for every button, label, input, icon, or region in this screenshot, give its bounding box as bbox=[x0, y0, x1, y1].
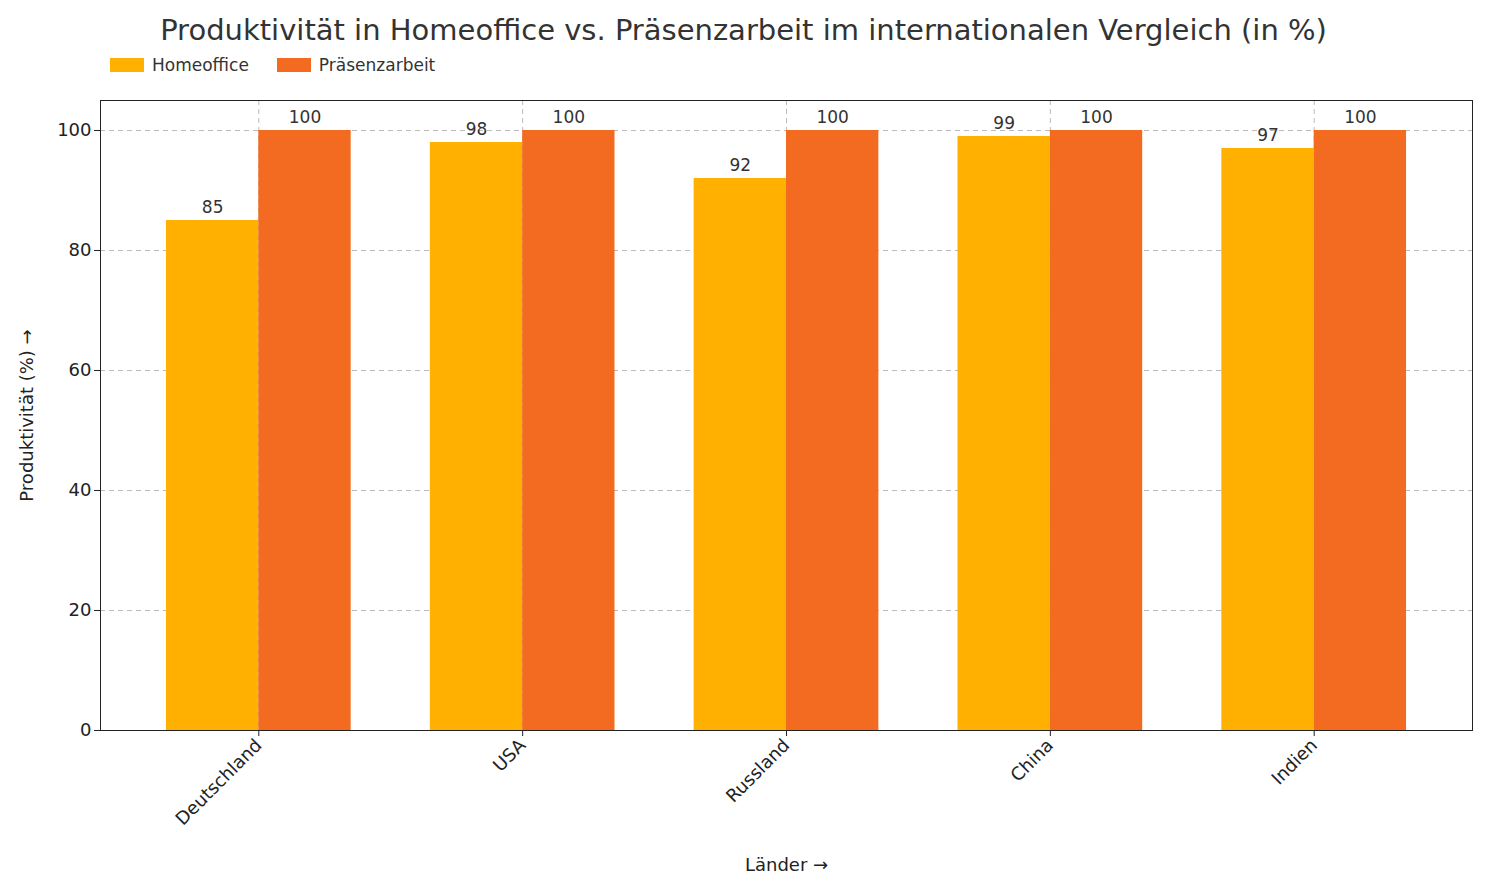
svg-text:40: 40 bbox=[69, 479, 92, 500]
svg-text:Russland: Russland bbox=[721, 734, 793, 806]
html-text:Produktivität in Homeoffice vs: Produktivität in Homeoffice vs. Präsenza… bbox=[160, 13, 1327, 47]
svg-text:85: 85 bbox=[202, 197, 224, 217]
html-text:Präsenzarbeit: Präsenzarbeit bbox=[318, 55, 436, 75]
svg-text:92: 92 bbox=[730, 155, 752, 175]
svg-text:Indien: Indien bbox=[1267, 734, 1321, 788]
svg-text:Deutschland: Deutschland bbox=[171, 734, 266, 829]
svg-text:100: 100 bbox=[816, 107, 848, 127]
svg-text:0: 0 bbox=[80, 719, 91, 740]
svg-text:80: 80 bbox=[69, 239, 92, 260]
svg-text:98: 98 bbox=[466, 119, 488, 139]
svg-text:20: 20 bbox=[69, 599, 92, 620]
svg-text:USA: USA bbox=[488, 734, 530, 776]
svg-text:100: 100 bbox=[1080, 107, 1112, 127]
html-text:Homeoffice: Homeoffice bbox=[152, 55, 249, 75]
svg-text:100: 100 bbox=[289, 107, 321, 127]
svg-text:97: 97 bbox=[1257, 125, 1279, 145]
svg-text:60: 60 bbox=[69, 359, 92, 380]
svg-text:100: 100 bbox=[57, 119, 91, 140]
svg-text:Produktivität (%) →: Produktivität (%) → bbox=[16, 329, 37, 501]
svg-text:100: 100 bbox=[1344, 107, 1376, 127]
svg-text:100: 100 bbox=[553, 107, 585, 127]
svg-text:Länder →: Länder → bbox=[745, 854, 828, 875]
svg-text:99: 99 bbox=[993, 113, 1015, 133]
svg-text:China: China bbox=[1006, 734, 1057, 785]
